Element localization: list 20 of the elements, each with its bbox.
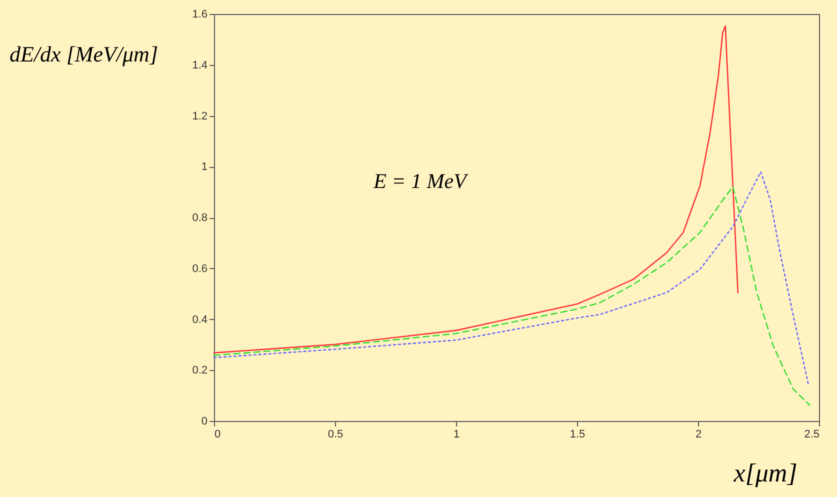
y-axis-title: dE/dx [MeV/μm]	[10, 42, 158, 66]
y-tick-label: 0.8	[192, 212, 208, 224]
y-tick-label: 1.2	[192, 110, 208, 122]
y-tick-label: 0.6	[192, 262, 208, 275]
y-tick-label: 0.4	[192, 314, 208, 326]
x-tick-label: 1.5	[570, 428, 586, 440]
x-tick-label: 0	[214, 428, 221, 440]
x-tick-label: 0.5	[328, 428, 344, 440]
y-tick-label: 0	[201, 416, 208, 428]
x-tick-label: 2	[695, 428, 702, 440]
line-series	[213, 171, 809, 386]
line-series	[213, 25, 739, 354]
y-tick-label: 1.6	[192, 8, 208, 20]
x-tick-label: 2.5	[804, 428, 820, 440]
x-axis-title: x[μm]	[732, 458, 798, 488]
y-tick-label: 1.4	[192, 59, 208, 72]
x-tick-label: 1	[453, 428, 460, 440]
annotation: E = 1 MeV	[372, 169, 469, 193]
y-tick-label: 1	[201, 161, 208, 174]
y-tick-label: 0.2	[192, 364, 208, 377]
